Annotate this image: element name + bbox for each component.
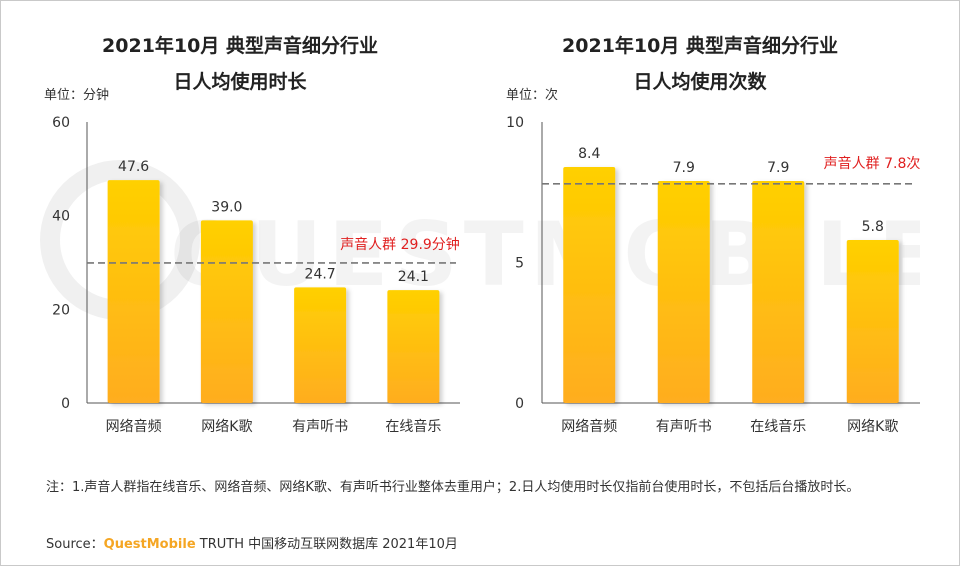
bar	[657, 181, 710, 403]
bar-value-label: 7.9	[673, 160, 695, 176]
reference-line-label: 声音人群 29.9分钟	[340, 236, 460, 253]
chart-title-line1: 2021年10月 典型声音细分行业	[562, 35, 838, 57]
chart-title: 2021年10月 典型声音细分行业 日人均使用时长	[40, 28, 440, 100]
x-tick-label: 在线音乐	[385, 418, 441, 435]
chart-daily-frequency: 2021年10月 典型声音细分行业 日人均使用次数 单位：次 0 5 10 8.4 网络…	[480, 0, 960, 460]
source-prefix: Source：	[46, 537, 104, 552]
y-tick-label: 10	[506, 115, 524, 131]
bar	[563, 166, 616, 403]
bar-value-label: 24.1	[398, 269, 429, 285]
chart-title-line1: 2021年10月 典型声音细分行业	[102, 35, 378, 57]
x-tick-label: 有声听书	[656, 419, 712, 435]
bar-value-label: 7.9	[767, 160, 789, 176]
y-tick-label: 20	[52, 302, 70, 318]
x-tick-label: 网络音频	[106, 418, 162, 435]
chart-daily-duration: 2021年10月 典型声音细分行业 日人均使用时长 单位：分钟 0 20 40 60 4…	[0, 0, 480, 460]
source-rest: TRUTH 中国移动互联网数据库 2021年10月	[195, 537, 458, 552]
chart-title: 2021年10月 典型声音细分行业 日人均使用次数	[500, 28, 900, 100]
bar	[294, 287, 347, 403]
x-tick-label: 有声听书	[292, 419, 348, 435]
bar	[387, 290, 440, 403]
unit-label: 单位：次	[506, 88, 559, 103]
x-tick-label: 在线音乐	[750, 418, 806, 435]
footnote: 注：1.声音人群指在线音乐、网络音频、网络K歌、有声听书行业整体去重用户；2.日…	[46, 480, 860, 495]
unit-label: 单位：分钟	[44, 88, 110, 103]
y-tick-label: 5	[515, 256, 524, 272]
y-tick-label: 60	[52, 115, 70, 131]
bar-value-label: 39.0	[211, 199, 242, 215]
bar	[752, 181, 805, 403]
chart-title-line2: 日人均使用次数	[633, 71, 767, 93]
source-line: Source：QuestMobile TRUTH 中国移动互联网数据库 2021…	[46, 533, 458, 552]
y-tick-label: 40	[52, 209, 70, 225]
bar	[846, 240, 899, 403]
x-tick-label: 网络K歌	[201, 419, 252, 435]
chart-title-line2: 日人均使用时长	[173, 71, 307, 93]
bar-value-label: 8.4	[578, 146, 600, 162]
reference-line-label: 声音人群 7.8次	[824, 155, 921, 172]
bar	[107, 180, 160, 403]
bar	[200, 220, 253, 403]
source-brand: QuestMobile	[103, 537, 196, 552]
bar-value-label: 47.6	[118, 159, 149, 175]
y-tick-label: 0	[61, 396, 70, 412]
y-tick-label: 0	[515, 396, 524, 412]
x-tick-label: 网络音频	[561, 418, 617, 435]
chart-plot: 0 5 10 8.4 网络音频 7.9 有声听书 7.9 在线音乐 5.8 网络K歌 声音人群 7.8…	[506, 115, 921, 435]
x-tick-label: 网络K歌	[847, 419, 898, 435]
bar-value-label: 24.7	[305, 266, 336, 282]
bar-value-label: 5.8	[862, 219, 884, 235]
chart-plot: 0 20 40 60 47.6 网络音频 39.0 网络K歌 24.7 有声听书 24.1 在线音乐 声…	[52, 115, 460, 435]
